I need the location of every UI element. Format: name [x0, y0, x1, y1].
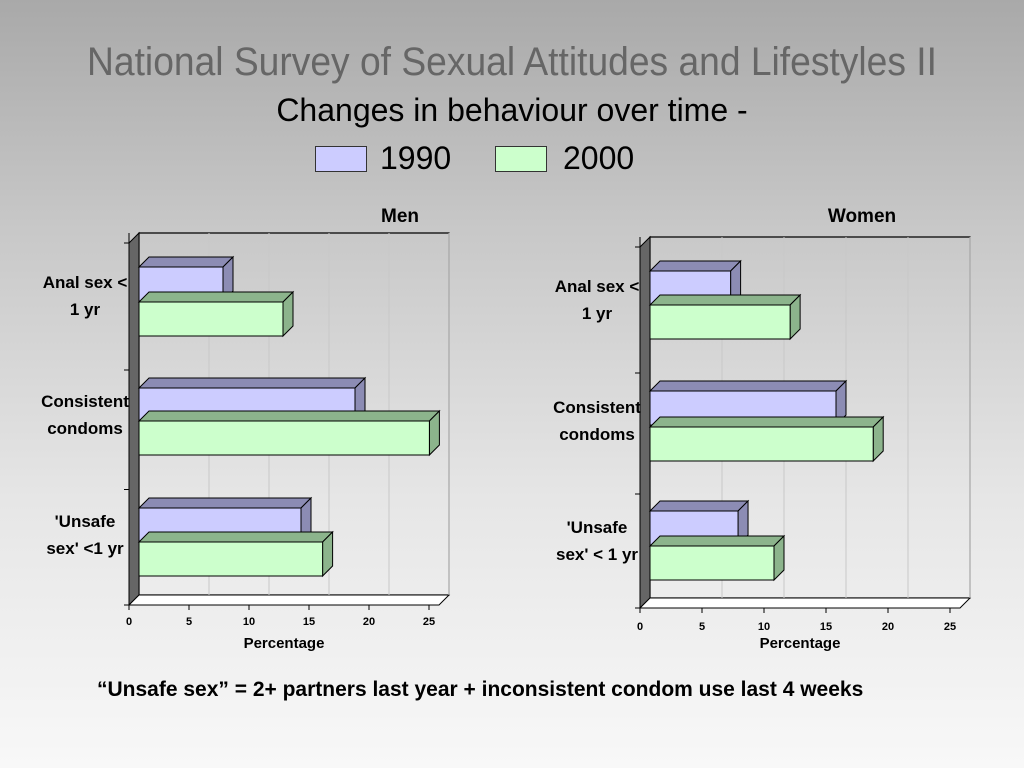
x-tick-label: 15 — [820, 621, 832, 633]
bar-front — [649, 545, 775, 581]
x-tick-label: 5 — [699, 621, 705, 633]
bar-2000 — [648, 534, 786, 582]
bar-front — [138, 541, 324, 577]
bar-charts: Men 0 5 10 15 20 25 Percentage Anal sex <1 yr Con… — [41, 206, 972, 652]
chart-title: Men — [381, 206, 419, 227]
plot-side-wall — [639, 235, 651, 610]
legend-label-2000: 2000 — [563, 140, 635, 176]
plot-floor — [638, 597, 972, 609]
plot-side-wall — [128, 231, 140, 607]
slide-title: National Survey of Sexual Attitudes and … — [87, 40, 937, 84]
bar-front — [138, 420, 430, 456]
legend-swatch-1990 — [315, 146, 367, 172]
x-tick-label: 20 — [882, 621, 894, 633]
legend-label-1990: 1990 — [380, 140, 452, 176]
chart-men: Men 0 5 10 15 20 25 Percentage Anal sex <1 yr Con… — [41, 206, 451, 652]
bar-2000 — [648, 415, 885, 463]
plot-floor — [127, 594, 451, 606]
x-tick-label: 20 — [363, 616, 375, 628]
bar-top — [648, 260, 742, 272]
bar-2000 — [137, 530, 334, 578]
bar-top — [648, 294, 802, 306]
bar-top — [137, 256, 235, 268]
bar-top — [137, 410, 441, 422]
x-tick-label: 0 — [126, 616, 132, 628]
footnote: “Unsafe sex” = 2+ partners last year + i… — [97, 678, 864, 701]
slide-subtitle: Changes in behaviour over time - — [276, 92, 748, 128]
x-tick-label: 10 — [758, 621, 770, 633]
bar-front — [649, 304, 791, 340]
category-label: Consistent condoms — [41, 392, 129, 438]
chart-legend: 1990 2000 — [0, 140, 1024, 180]
bar-top — [648, 535, 786, 547]
bar-front — [649, 426, 874, 462]
chart-women: Women 0 5 10 15 20 25 Percentage Anal sex <1 yr C… — [553, 206, 972, 652]
bar-top — [137, 497, 313, 509]
category-label: Consistent condoms — [553, 398, 641, 444]
category-label: 'Unsafe sex' < 1 yr — [556, 518, 638, 564]
legend-swatch-2000 — [495, 146, 547, 172]
bar-front — [138, 301, 284, 337]
bar-top — [137, 291, 295, 303]
category-label: Anal sex <1 yr — [555, 277, 640, 323]
bar-top — [648, 416, 885, 428]
x-tick-label: 15 — [303, 616, 315, 628]
bar-top — [137, 531, 334, 543]
x-axis-label: Percentage — [760, 635, 841, 652]
category-label: 'Unsafe sex' <1 yr — [46, 512, 124, 558]
bar-top — [648, 500, 750, 512]
chart-title: Women — [828, 206, 896, 227]
bar-top — [648, 380, 848, 392]
bar-2000 — [648, 293, 802, 341]
bar-2000 — [137, 290, 295, 338]
x-tick-label: 5 — [186, 616, 192, 628]
bar-top — [137, 377, 367, 389]
x-tick-label: 25 — [944, 621, 956, 633]
bar-2000 — [137, 409, 441, 457]
category-label: Anal sex <1 yr — [43, 273, 128, 319]
x-tick-label: 0 — [637, 621, 643, 633]
x-axis-label: Percentage — [244, 635, 325, 652]
x-tick-label: 25 — [423, 616, 435, 628]
x-tick-label: 10 — [243, 616, 255, 628]
